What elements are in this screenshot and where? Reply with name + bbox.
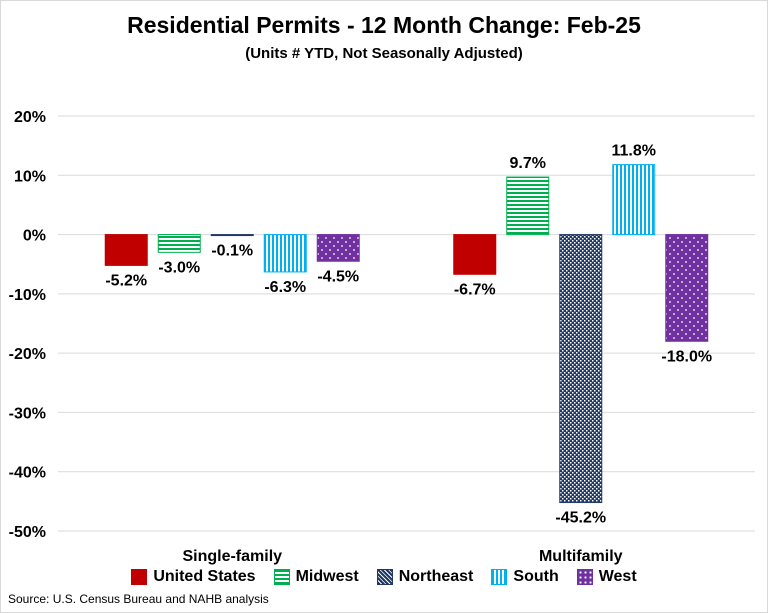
bar-west-multifamily xyxy=(665,234,709,342)
bar-united-states-single-family xyxy=(104,234,148,266)
y-tick-label: 0% xyxy=(23,228,46,245)
legend-swatch xyxy=(576,569,593,585)
legend-label: West xyxy=(598,568,637,585)
category-label: Multifamily xyxy=(539,548,623,565)
data-label: -5.2% xyxy=(105,272,147,289)
legend-item-south: South xyxy=(491,568,559,586)
category-label: Single-family xyxy=(182,548,282,565)
bar-south-single-family xyxy=(263,234,307,273)
data-label: 9.7% xyxy=(510,155,546,172)
data-label: -6.3% xyxy=(264,279,306,296)
bar-midwest-single-family xyxy=(157,234,201,253)
legend-swatch xyxy=(376,569,393,585)
bar-northeast-single-family xyxy=(210,234,254,237)
data-label: -18.0% xyxy=(661,348,712,365)
source-note: Source: U.S. Census Bureau and NAHB anal… xyxy=(8,592,269,606)
y-tick-label: -20% xyxy=(9,346,46,363)
y-tick-label: -30% xyxy=(9,405,46,422)
y-tick-label: -10% xyxy=(9,287,46,304)
chart-title: Residential Permits - 12 Month Change: F… xyxy=(127,12,641,38)
legend-label: South xyxy=(513,568,559,585)
legend-swatch xyxy=(491,569,508,585)
y-tick-label: -40% xyxy=(9,465,46,482)
data-label: -3.0% xyxy=(158,259,200,276)
legend-swatch xyxy=(273,569,290,585)
bar-midwest-multifamily xyxy=(506,176,550,236)
data-label: 11.8% xyxy=(612,143,656,160)
y-tick-label: 20% xyxy=(14,109,46,126)
legend-item-united-states: United States xyxy=(131,568,256,586)
bar-south-multifamily xyxy=(612,164,656,236)
legend-label: Midwest xyxy=(295,568,359,585)
legend-item-midwest: Midwest xyxy=(273,568,359,586)
chart-subtitle: (Units # YTD, Not Seasonally Adjusted) xyxy=(245,45,523,62)
legend-label: United States xyxy=(153,568,256,585)
legend-item-west: West xyxy=(576,568,637,586)
data-label: -0.1% xyxy=(211,243,253,260)
y-tick-label: 10% xyxy=(14,168,46,185)
data-label: -4.5% xyxy=(317,268,359,285)
data-label: -45.2% xyxy=(555,510,606,527)
legend-swatch xyxy=(131,569,148,585)
legend-label: Northeast xyxy=(398,568,474,585)
bar-united-states-multifamily xyxy=(453,234,497,275)
bar-west-single-family xyxy=(316,234,360,262)
bar-northeast-multifamily xyxy=(559,234,603,504)
chart-legend: United States Midwest Northeast South West xyxy=(0,568,768,586)
legend-item-northeast: Northeast xyxy=(376,568,474,586)
data-label: -6.7% xyxy=(454,281,496,298)
y-tick-label: -50% xyxy=(9,524,46,541)
